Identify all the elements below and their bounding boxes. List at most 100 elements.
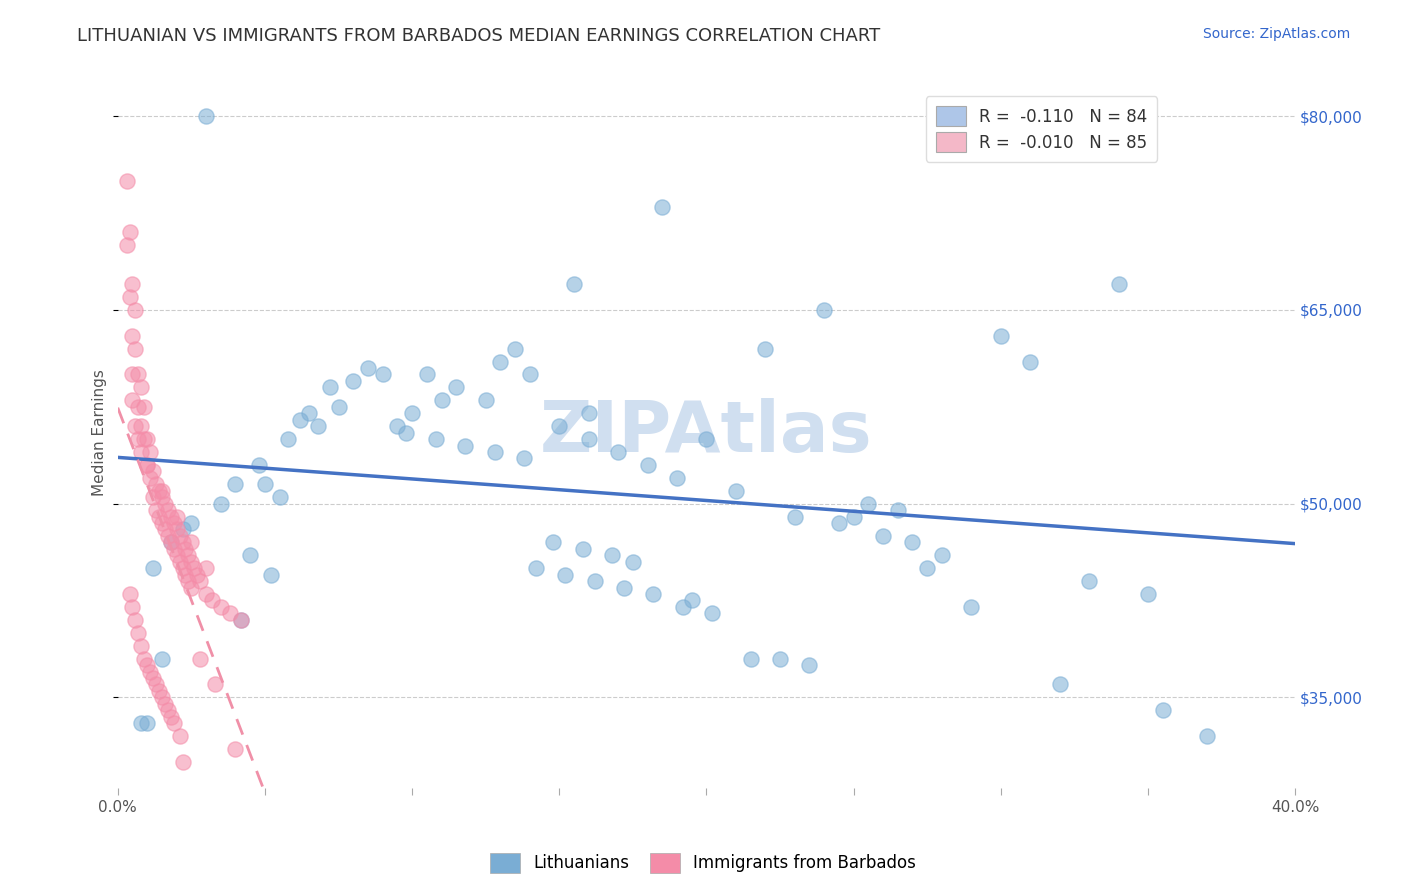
Point (960, 599, 983, 614)
Point (253, 477, 276, 491)
Point (142, 671, 165, 685)
Point (148, 684, 170, 698)
Point (931, 549, 953, 563)
Point (121, 368, 143, 382)
Point (148, 509, 170, 524)
Point (872, 529, 894, 543)
Point (115, 238, 138, 252)
Point (503, 342, 526, 356)
Point (166, 523, 188, 537)
Point (224, 477, 246, 491)
Point (643, 587, 665, 601)
Point (572, 541, 595, 556)
Point (163, 716, 186, 731)
Point (169, 529, 191, 543)
Point (129, 639, 152, 653)
Point (121, 599, 143, 614)
Point (134, 432, 156, 446)
Point (166, 509, 188, 524)
Point (127, 400, 149, 414)
Point (134, 400, 156, 414)
Point (129, 716, 152, 731)
Point (127, 625, 149, 640)
Point (621, 555, 644, 569)
Point (548, 419, 571, 434)
Point (489, 354, 512, 368)
Point (129, 419, 152, 434)
Point (139, 471, 162, 485)
Point (136, 432, 159, 446)
Point (145, 677, 167, 691)
Point (799, 658, 821, 673)
Point (454, 438, 477, 452)
Point (754, 342, 776, 356)
Point (163, 541, 186, 556)
Point (813, 302, 835, 317)
Point (578, 406, 600, 420)
Point (118, 290, 141, 304)
Point (177, 549, 200, 563)
Point (136, 658, 159, 673)
Point (153, 523, 176, 537)
Point (328, 400, 350, 414)
Point (269, 490, 291, 504)
Point (342, 374, 364, 388)
Point (204, 677, 226, 691)
Point (129, 445, 152, 459)
Point (416, 368, 439, 382)
Point (159, 509, 181, 524)
Point (180, 555, 202, 569)
Point (150, 651, 173, 665)
Point (142, 561, 165, 575)
Point (607, 445, 630, 459)
Point (1078, 574, 1101, 588)
Point (163, 516, 186, 530)
Text: ZIPAtlas: ZIPAtlas (540, 398, 873, 467)
Point (1136, 587, 1159, 601)
Point (136, 458, 159, 472)
Point (519, 368, 541, 382)
Point (159, 710, 181, 724)
Point (600, 549, 623, 563)
Point (145, 477, 167, 491)
Point (357, 361, 380, 376)
Point (783, 509, 806, 524)
Point (118, 587, 141, 601)
Point (395, 425, 418, 440)
Point (277, 432, 299, 446)
Point (651, 200, 673, 214)
Point (578, 432, 600, 446)
Point (156, 503, 179, 517)
Point (142, 490, 165, 504)
Point (188, 574, 211, 588)
Point (180, 516, 202, 530)
Point (159, 535, 181, 549)
Point (150, 516, 173, 530)
Point (260, 567, 283, 582)
Point (371, 368, 394, 382)
Point (201, 593, 224, 607)
Point (139, 665, 162, 679)
Point (183, 561, 205, 575)
Point (828, 516, 851, 530)
Point (169, 729, 191, 743)
Text: Source: ZipAtlas.com: Source: ZipAtlas.com (1202, 27, 1350, 41)
Point (150, 483, 173, 498)
Point (156, 529, 179, 543)
Point (129, 380, 152, 394)
Point (842, 509, 865, 524)
Point (681, 593, 703, 607)
Point (702, 607, 724, 621)
Point (474, 393, 496, 408)
Point (554, 567, 576, 582)
Point (425, 432, 447, 446)
Point (136, 716, 159, 731)
Point (139, 445, 162, 459)
Point (430, 393, 453, 408)
Point (446, 380, 468, 394)
Point (124, 419, 146, 434)
Point (177, 574, 200, 588)
Point (307, 419, 329, 434)
Point (613, 581, 636, 595)
Point (247, 458, 270, 472)
